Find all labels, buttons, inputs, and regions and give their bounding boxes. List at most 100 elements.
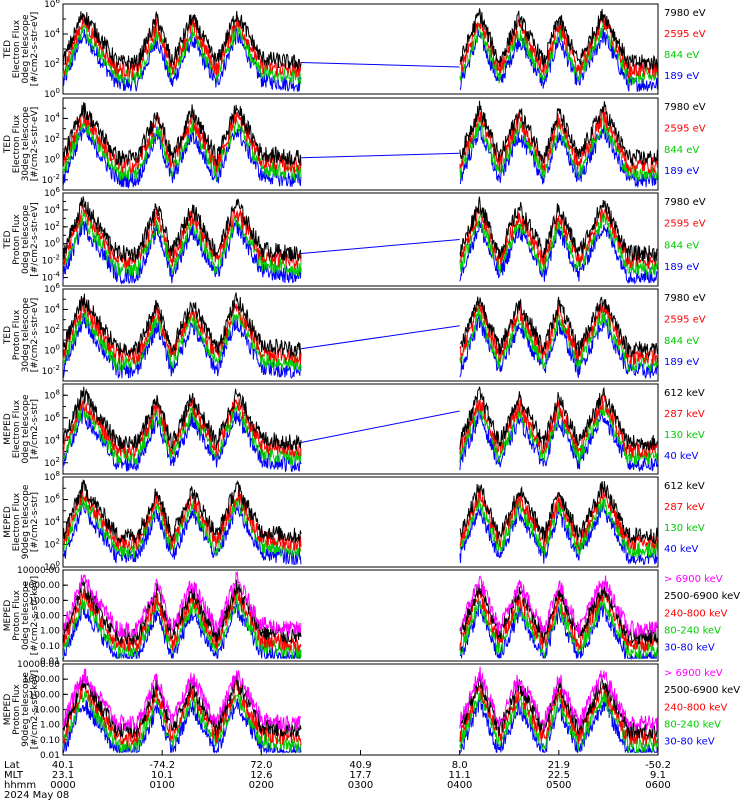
y-axis-label: [#/cm2-s-str-eV] [30, 202, 40, 277]
panel-2: 104 102 100 10-2 TED Electron Flux 30deg teles… [3, 97, 706, 191]
legend-entry: 30-80 keV [664, 643, 715, 654]
y-tick-label: 108 [44, 470, 60, 483]
gap-interpolation-line [300, 62, 460, 68]
series-trace [62, 479, 302, 544]
panel-8: 10000.00 1000.00 100.00 10.00 1.00 0.10 0.01 ME… [3, 660, 740, 761]
x-tick-label: 12.6 [250, 770, 272, 781]
y-tick-label: 104 [44, 433, 60, 446]
x-tick-label: 40.1 [52, 760, 74, 771]
series-trace [62, 102, 302, 167]
series-trace [459, 600, 658, 661]
series-trace [62, 500, 302, 566]
panel-frame [62, 97, 659, 191]
y-tick-label: 100 [44, 237, 60, 250]
x-tick-label: 0100 [149, 780, 174, 791]
y-axis-label: [#/cm2-s-str] [30, 399, 40, 459]
legend-entry: > 6900 keV [664, 668, 723, 679]
y-axis-label: TED [3, 40, 13, 59]
legend-entry: 612 keV [664, 481, 705, 492]
series-trace [459, 673, 658, 740]
x-tick-label: 21.9 [548, 760, 570, 771]
legend-entry: 844 eV [664, 145, 699, 156]
y-axis-label: TED [3, 135, 13, 154]
y-tick-label: 10-2 [42, 254, 60, 267]
legend-entry: 130 keV [664, 523, 705, 534]
series-trace [459, 400, 658, 465]
y-axis-label: [#/cm2-s-str-keV] [30, 670, 40, 749]
series-trace [62, 674, 302, 739]
y-tick-label: 104 [44, 27, 60, 40]
series-trace [459, 196, 658, 262]
y-tick-label: 10000.00 [17, 660, 60, 670]
legend-entry: 40 keV [664, 451, 698, 462]
series-trace [62, 307, 302, 372]
series-trace [459, 213, 658, 277]
legend-entry: 844 eV [664, 50, 699, 61]
y-tick-label: 10-4 [42, 271, 61, 284]
legend-entry: 844 eV [664, 336, 699, 347]
series-trace [459, 481, 658, 544]
x-tick-label: 9.1 [650, 770, 666, 781]
legend-entry: 40 keV [664, 544, 698, 555]
legend-entry: 189 eV [664, 262, 699, 273]
y-tick-label: 106 [44, 186, 60, 199]
legend-entry: > 6900 keV [664, 574, 723, 585]
y-axis-label: 0deg telescope [21, 581, 31, 651]
x-tick-label: 72.0 [250, 760, 272, 771]
series-trace [62, 211, 302, 277]
legend-entry: 7980 eV [664, 197, 706, 208]
y-axis-label: 90deg telescope [21, 484, 31, 559]
y-axis-label: 0deg telescope [21, 205, 31, 275]
legend-entry: 240-800 keV [664, 702, 728, 713]
y-tick-label: 0.01 [40, 751, 60, 761]
y-axis-label: Proton Flux [12, 590, 22, 641]
series-trace [459, 493, 658, 558]
panel-4: 106 104 102 100 10-2 TED Proton Flux 30deg tele… [3, 282, 706, 382]
series-trace [459, 390, 658, 458]
series-trace [62, 406, 302, 473]
series-trace [459, 696, 658, 754]
gap-interpolation-line [300, 325, 460, 350]
y-tick-label: 1.00 [40, 721, 60, 731]
series-trace [459, 386, 658, 451]
y-axis-label: MEPED [3, 413, 13, 445]
y-tick-label: 104 [44, 515, 60, 528]
x-row-label: hhmm [4, 780, 36, 791]
legend-entry: 2595 eV [664, 314, 706, 325]
y-axis-label: 0deg telescope [21, 394, 31, 464]
series-trace [62, 203, 302, 269]
panel-1: 106 104 102 100 TED Electron Flux 0deg telesco… [3, 0, 706, 100]
y-tick-label: 106 [44, 493, 60, 506]
series-trace [459, 301, 658, 366]
y-axis-label: TED [3, 326, 13, 345]
legend-entry: 2595 eV [664, 29, 706, 40]
legend-entry: 189 eV [664, 166, 699, 177]
series-trace [62, 107, 302, 175]
panel-frame [62, 192, 659, 287]
y-axis-label: [#/cm2-s-str-eV] [30, 12, 40, 87]
y-tick-label: 106 [44, 0, 60, 10]
legend-entry: 2595 eV [664, 123, 706, 134]
y-tick-label: 0.10 [40, 736, 60, 746]
y-axis-label: [#/cm2-s-str] [30, 492, 40, 552]
x-tick-label: 10.1 [151, 770, 173, 781]
y-tick-label: 102 [44, 538, 60, 551]
legend-entry: 2595 eV [664, 219, 706, 230]
series-trace [62, 386, 302, 451]
y-axis-label: 90deg telescope [21, 672, 31, 747]
legend-entry: 7980 eV [664, 8, 706, 19]
y-tick-label: 102 [44, 132, 60, 145]
legend-entry: 612 keV [664, 388, 705, 399]
x-row-label: MLT [4, 770, 24, 781]
x-tick-label: 8.0 [452, 760, 468, 771]
y-axis-label: MEPED [3, 600, 13, 632]
y-axis-label: Electron Flux [12, 399, 22, 458]
series-trace [459, 487, 658, 551]
panel-7: 10000.00 1000.00 100.00 10.00 1.00 0.10 0.01 ME… [3, 566, 740, 667]
panel-6: 108 106 104 102 100 MEPED Electron Flux 90deg t… [3, 470, 705, 573]
x-tick-label: 11.1 [449, 770, 471, 781]
series-trace [62, 10, 302, 71]
y-axis-label: 30deg telescope [21, 106, 31, 181]
series-trace [459, 296, 658, 359]
panel-3: 106 104 102 100 10-2 10-4 TED Proton Flux 0deg t… [3, 186, 706, 287]
